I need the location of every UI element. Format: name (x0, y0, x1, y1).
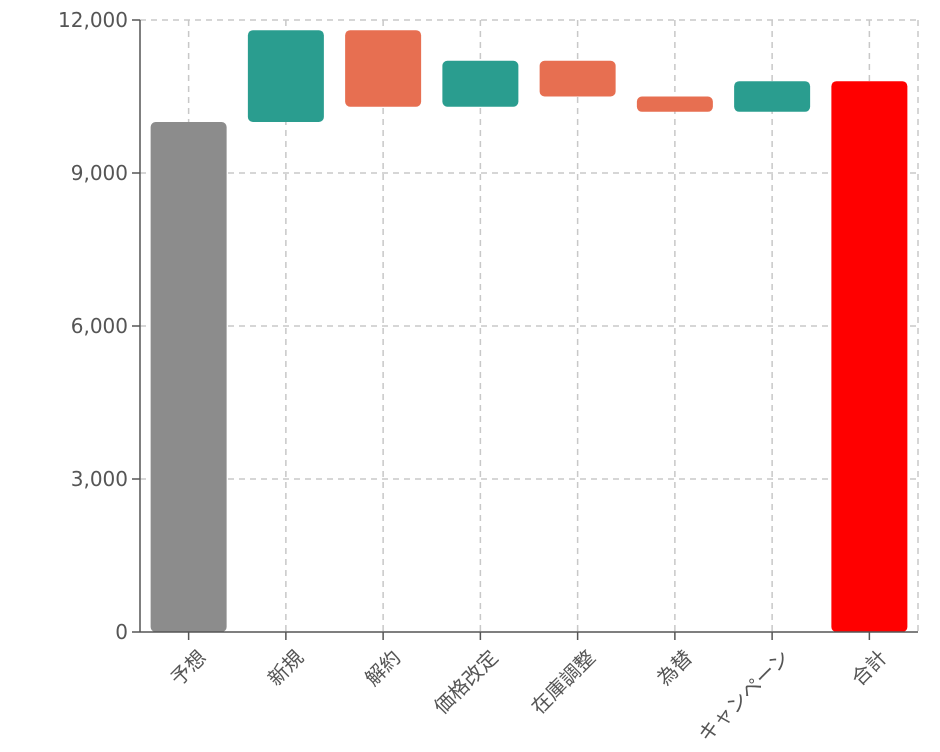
x-category-label: 新規 (263, 645, 308, 690)
bar-increase (247, 30, 324, 123)
y-tick-label: 0 (115, 620, 128, 644)
x-category-label: 価格改定 (429, 645, 503, 719)
bar-final (831, 81, 908, 632)
x-category-label: 解約 (360, 645, 405, 690)
bar-increase (734, 81, 811, 112)
y-tick-label: 12,000 (58, 8, 128, 32)
x-category-label: 合計 (846, 645, 891, 690)
x-category-label: 予想 (166, 645, 211, 690)
bar-layer (150, 30, 908, 632)
bar-decrease (345, 30, 422, 107)
axis-layer (132, 19, 918, 640)
y-tick-label: 3,000 (71, 467, 128, 491)
x-category-label: 在庫調整 (526, 645, 600, 719)
x-category-label: キャンペーン (693, 645, 794, 746)
y-tick-label: 6,000 (71, 314, 128, 338)
x-category-label: 為替 (652, 645, 697, 690)
bar-decrease (539, 60, 616, 97)
bar-total (150, 122, 227, 632)
bar-increase (442, 60, 519, 107)
y-tick-label: 9,000 (71, 161, 128, 185)
bar-decrease (636, 96, 713, 112)
